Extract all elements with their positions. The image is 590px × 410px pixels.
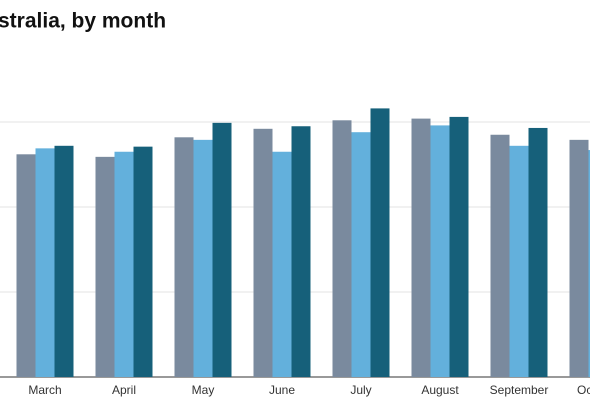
bar	[332, 120, 352, 378]
bar	[509, 145, 529, 377]
bar	[351, 132, 371, 377]
bar	[370, 108, 390, 378]
bar	[490, 134, 510, 377]
bar	[174, 137, 194, 377]
bar	[253, 128, 273, 377]
bar	[272, 151, 292, 377]
bar	[528, 127, 548, 377]
bar	[411, 118, 431, 377]
bar	[569, 139, 589, 377]
bar	[212, 122, 232, 377]
x-tick-label: April	[112, 383, 136, 397]
bar	[430, 125, 450, 378]
x-tick-label: September	[490, 383, 549, 397]
x-tick-label: June	[269, 383, 295, 397]
chart-title: stralia, by month	[0, 10, 166, 33]
x-tick-label: August	[421, 383, 459, 397]
bar	[291, 126, 311, 377]
x-tick-label: May	[192, 383, 215, 397]
bar	[588, 150, 590, 377]
bar	[35, 148, 55, 377]
bar	[16, 154, 36, 377]
bar	[193, 139, 213, 377]
bar	[95, 156, 115, 377]
x-tick-label: July	[350, 383, 371, 397]
bar	[114, 151, 134, 377]
bar	[449, 116, 469, 378]
x-tick-label: March	[28, 383, 61, 397]
bar	[133, 146, 153, 377]
x-tick-label: Oc	[577, 383, 590, 397]
bar	[54, 145, 74, 377]
